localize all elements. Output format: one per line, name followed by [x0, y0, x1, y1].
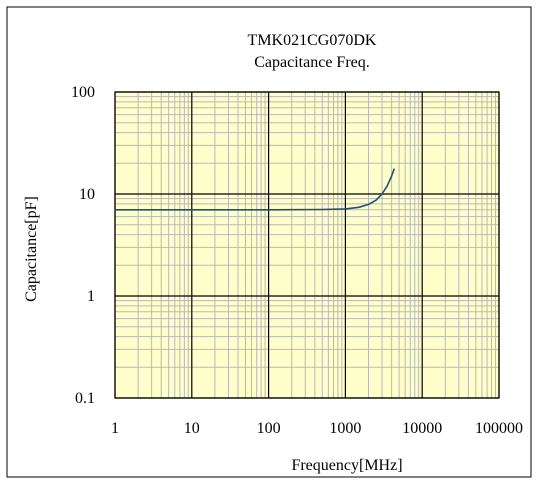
x-tick-label: 10: [184, 420, 200, 437]
x-tick-label: 1: [111, 420, 119, 437]
chart-subtitle: Capacitance Freq.: [254, 54, 370, 71]
x-axis-label: Frequency[MHz]: [291, 457, 402, 474]
y-tick-label: 0.1: [75, 390, 95, 407]
y-tick-label: 1: [87, 288, 95, 305]
plot-border: [114, 91, 500, 399]
y-axis-label: Capacitance[pF]: [23, 196, 40, 302]
y-tick-label: 10: [79, 186, 95, 203]
plot-area: [115, 92, 499, 398]
x-tick-label: 100: [257, 420, 281, 437]
y-tick-label: 100: [71, 84, 95, 101]
x-tick-label: 10000: [402, 420, 442, 437]
x-tick-label: 1000: [329, 420, 361, 437]
chart-title: TMK021CG070DK: [248, 32, 377, 49]
x-tick-label: 100000: [475, 420, 523, 437]
series-line-0: [114, 168, 395, 211]
